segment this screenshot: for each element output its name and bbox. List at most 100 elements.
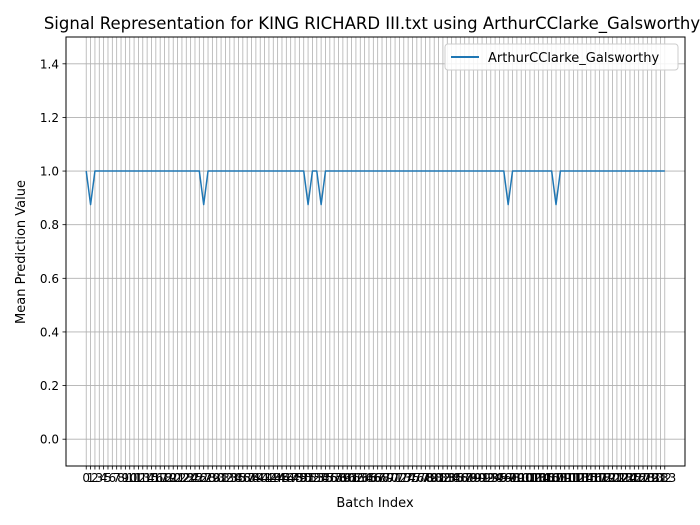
x-tick-label: 111: [558, 471, 581, 485]
x-tick-label: 68: [374, 471, 389, 485]
x-tick-label: 59: [335, 471, 350, 485]
y-tick-label: 1.2: [40, 111, 59, 125]
x-tick-label: 64: [357, 471, 372, 485]
x-tick-label: 73: [396, 471, 411, 485]
y-tick-label: 0.8: [40, 218, 59, 232]
x-tick-label: 61: [344, 471, 359, 485]
x-tick-label: 55: [318, 471, 333, 485]
x-tick-label: 131: [645, 471, 668, 485]
x-tick-label: 96: [496, 471, 511, 485]
x-tick-label: 10: [122, 471, 137, 485]
x-tick-label: 56: [322, 471, 337, 485]
x-tick-label: 95: [492, 471, 507, 485]
x-tick-label: 105: [532, 471, 555, 485]
x-tick-label: 7: [113, 471, 121, 485]
x-axis-label: Batch Index: [336, 496, 414, 511]
x-tick-label: 112: [562, 471, 585, 485]
x-tick-label: 28: [200, 471, 215, 485]
x-tick-label: 78: [418, 471, 433, 485]
x-tick-label: 101: [514, 471, 537, 485]
x-tick-label: 66: [366, 471, 381, 485]
y-tick-label: 0.6: [40, 272, 59, 286]
x-tick-label: 93: [483, 471, 498, 485]
x-tick-label: 34: [226, 471, 241, 485]
x-tick-label: 22: [174, 471, 189, 485]
x-tick-label: 17: [153, 471, 168, 485]
x-tick-label: 31: [213, 471, 228, 485]
x-tick-label: 109: [549, 471, 572, 485]
x-axis: 0123456789101112131415161718192021222324…: [82, 466, 676, 485]
x-tick-label: 2: [91, 471, 99, 485]
x-tick-label: 119: [592, 471, 615, 485]
x-tick-label: 120: [597, 471, 620, 485]
x-tick-label: 100: [510, 471, 533, 485]
x-tick-label: 103: [523, 471, 546, 485]
x-tick-label: 116: [579, 471, 602, 485]
x-tick-label: 37: [240, 471, 255, 485]
x-tick-label: 11: [126, 471, 141, 485]
x-tick-label: 3: [95, 471, 103, 485]
x-tick-label: 40: [253, 471, 268, 485]
x-tick-label: 49: [292, 471, 307, 485]
x-tick-label: 118: [588, 471, 611, 485]
x-tick-label: 14: [139, 471, 154, 485]
x-tick-label: 46: [279, 471, 294, 485]
x-tick-label: 51: [300, 471, 315, 485]
x-tick-label: 48: [287, 471, 302, 485]
x-tick-label: 129: [636, 471, 659, 485]
x-tick-label: 86: [453, 471, 468, 485]
x-tick-label: 47: [283, 471, 298, 485]
x-tick-label: 41: [257, 471, 272, 485]
x-tick-label: 80: [427, 471, 442, 485]
x-tick-label: 79: [422, 471, 437, 485]
x-tick-label: 108: [545, 471, 568, 485]
x-tick-label: 5: [104, 471, 112, 485]
x-tick-label: 77: [414, 471, 429, 485]
x-tick-label: 107: [540, 471, 563, 485]
x-tick-label: 20: [166, 471, 181, 485]
x-tick-label: 19: [161, 471, 176, 485]
x-tick-label: 123: [610, 471, 633, 485]
x-tick-label: 32: [218, 471, 233, 485]
x-tick-label: 43: [266, 471, 281, 485]
x-tick-label: 122: [605, 471, 628, 485]
x-tick-label: 132: [649, 471, 672, 485]
plot-area-frame: [65, 36, 686, 467]
x-tick-label: 128: [632, 471, 655, 485]
x-tick-label: 130: [640, 471, 663, 485]
x-tick-label: 30: [209, 471, 224, 485]
x-tick-label: 25: [187, 471, 202, 485]
y-tick-label: 1.0: [40, 165, 59, 179]
x-tick-label: 76: [409, 471, 424, 485]
x-tick-label: 26: [192, 471, 207, 485]
x-tick-label: 72: [392, 471, 407, 485]
x-tick-label: 15: [144, 471, 159, 485]
x-tick-label: 104: [527, 471, 550, 485]
x-tick-label: 9: [122, 471, 130, 485]
x-tick-label: 83: [440, 471, 455, 485]
x-tick-label: 1: [87, 471, 95, 485]
y-tick-label: 0.4: [40, 325, 59, 339]
x-tick-label: 21: [170, 471, 185, 485]
x-tick-label: 63: [353, 471, 368, 485]
x-tick-label: 102: [518, 471, 541, 485]
y-axis-label: Mean Prediction Value: [14, 180, 29, 324]
x-tick-label: 36: [235, 471, 250, 485]
x-tick-label: 23: [179, 471, 194, 485]
x-tick-label: 97: [501, 471, 516, 485]
legend: ArthurCClarke_Galsworthy: [444, 43, 679, 71]
x-tick-label: 74: [400, 471, 415, 485]
x-tick-label: 94: [487, 471, 502, 485]
series-layer: [85, 170, 665, 206]
x-tick-label: 65: [361, 471, 376, 485]
x-tick-label: 126: [623, 471, 646, 485]
x-tick-label: 125: [619, 471, 642, 485]
x-tick-label: 88: [461, 471, 476, 485]
x-tick-label: 82: [435, 471, 450, 485]
x-tick-label: 133: [653, 471, 676, 485]
x-tick-label: 8: [117, 471, 125, 485]
x-tick-label: 121: [601, 471, 624, 485]
x-tick-label: 127: [627, 471, 650, 485]
x-tick-label: 6: [109, 471, 117, 485]
